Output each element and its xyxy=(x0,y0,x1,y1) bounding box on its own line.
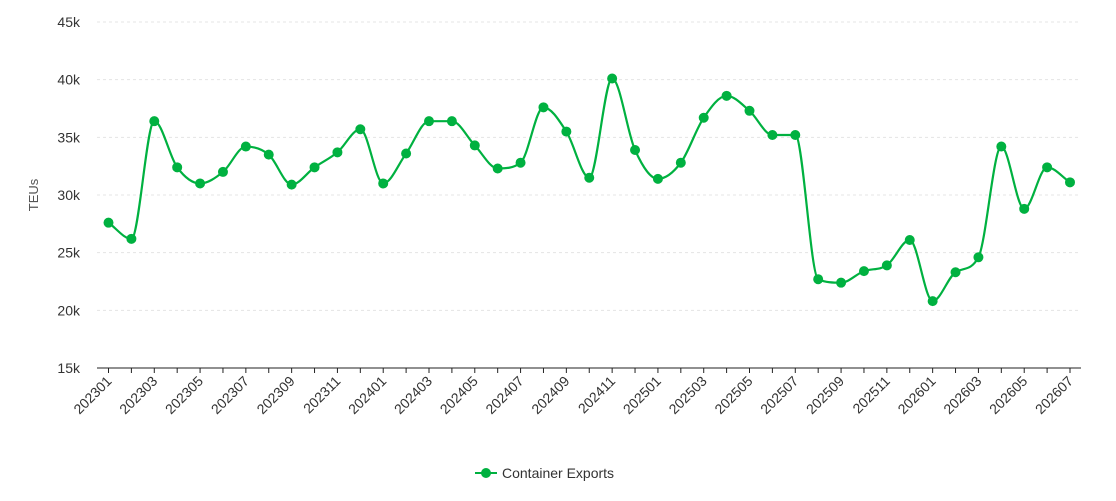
x-tick-label: 202407 xyxy=(482,373,526,417)
data-point[interactable] xyxy=(698,112,709,123)
data-point[interactable] xyxy=(446,116,457,127)
data-point[interactable] xyxy=(744,105,755,116)
y-tick-label: 40k xyxy=(57,72,81,88)
data-point[interactable] xyxy=(240,141,251,152)
x-tick-label: 202603 xyxy=(940,373,984,417)
data-point[interactable] xyxy=(309,162,320,173)
legend[interactable]: Container Exports xyxy=(475,465,614,481)
grid-lines xyxy=(97,21,1081,311)
data-point[interactable] xyxy=(195,178,206,189)
data-point[interactable] xyxy=(790,130,801,141)
data-point[interactable] xyxy=(1042,162,1053,173)
x-tick-label: 202511 xyxy=(849,373,893,417)
x-tick-label: 202309 xyxy=(253,373,297,417)
data-point[interactable] xyxy=(172,162,183,173)
x-axis: 202301 202303 202305 202307 202309 202311 2024… xyxy=(70,367,1081,417)
data-point[interactable] xyxy=(950,267,961,278)
x-tick-label: 202501 xyxy=(620,373,664,417)
series-line-container-exports xyxy=(107,77,1071,303)
x-tick-label: 202605 xyxy=(986,373,1030,417)
data-point[interactable] xyxy=(904,234,915,245)
data-point[interactable] xyxy=(401,148,412,159)
data-point[interactable] xyxy=(561,126,572,137)
data-point[interactable] xyxy=(424,116,434,127)
x-tick-label: 202411 xyxy=(575,373,619,417)
data-point[interactable] xyxy=(630,145,641,156)
y-tick-label: 30k xyxy=(57,187,81,203)
y-tick-label: 25k xyxy=(57,245,81,261)
x-tick-label: 202601 xyxy=(894,373,938,417)
data-point[interactable] xyxy=(378,178,389,189)
x-tick-label: 202403 xyxy=(391,373,435,417)
x-tick-label: 202505 xyxy=(711,373,755,417)
data-point[interactable] xyxy=(767,130,778,141)
data-point[interactable] xyxy=(263,149,274,160)
data-point[interactable] xyxy=(584,172,595,183)
y-tick-label: 20k xyxy=(57,302,81,318)
data-point[interactable] xyxy=(492,163,503,174)
x-tick-label: 202401 xyxy=(345,373,389,417)
data-point[interactable] xyxy=(332,147,343,158)
x-tick-label: 202305 xyxy=(162,373,206,417)
y-axis-title: TEUs xyxy=(26,178,41,211)
x-tick-label: 202307 xyxy=(208,373,252,417)
y-tick-label: 35k xyxy=(57,129,81,145)
x-tick-label: 202301 xyxy=(70,373,114,417)
data-point[interactable] xyxy=(469,140,480,151)
data-point[interactable] xyxy=(1065,177,1075,188)
data-point[interactable] xyxy=(355,124,366,135)
data-point[interactable] xyxy=(836,277,847,288)
data-point[interactable] xyxy=(973,252,984,263)
x-tick-label: 202607 xyxy=(1032,373,1076,417)
x-tick-label: 202507 xyxy=(757,373,801,417)
data-point[interactable] xyxy=(103,217,114,228)
data-point[interactable] xyxy=(515,157,526,168)
x-tick-label: 202311 xyxy=(300,373,344,417)
data-point[interactable] xyxy=(1019,203,1030,214)
data-point[interactable] xyxy=(996,141,1007,152)
x-tick-label: 202409 xyxy=(528,373,572,417)
x-tick-label: 202503 xyxy=(665,373,709,417)
data-point[interactable] xyxy=(927,296,938,307)
series-layer xyxy=(103,73,1075,307)
legend-marker-icon xyxy=(481,468,491,478)
x-tick-label: 202509 xyxy=(803,373,847,417)
legend-label: Container Exports xyxy=(502,465,614,481)
data-point[interactable] xyxy=(858,266,869,277)
data-point[interactable] xyxy=(652,173,663,184)
data-point[interactable] xyxy=(813,274,824,285)
data-point[interactable] xyxy=(217,166,228,177)
data-point[interactable] xyxy=(721,90,732,101)
data-point[interactable] xyxy=(126,233,137,244)
y-tick-label: 15k xyxy=(57,360,81,376)
y-tick-label: 45k xyxy=(57,14,81,30)
data-point[interactable] xyxy=(607,73,618,84)
data-point[interactable] xyxy=(881,260,892,271)
x-tick-label: 202405 xyxy=(437,373,481,417)
x-tick-label: 202303 xyxy=(116,373,160,417)
data-point[interactable] xyxy=(538,102,549,113)
data-point[interactable] xyxy=(149,116,160,127)
y-axis: 15k 20k 25k 30k 35k 40k 45k xyxy=(57,14,81,376)
data-point[interactable] xyxy=(675,157,686,168)
data-point[interactable] xyxy=(286,179,297,190)
